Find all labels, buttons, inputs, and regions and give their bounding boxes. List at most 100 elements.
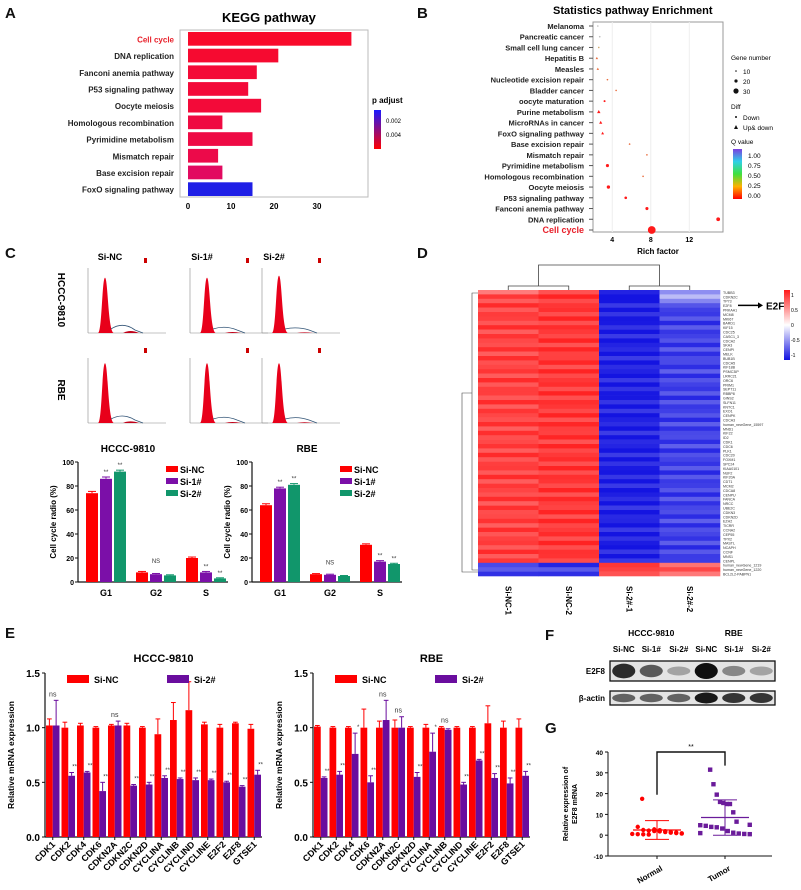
bar: [522, 775, 529, 837]
significance-label: ns: [441, 718, 449, 725]
row-label: UBE2C: [723, 507, 735, 511]
heatmap-cell: [599, 316, 660, 322]
bar: [351, 753, 359, 837]
heatmap-cell: [478, 408, 539, 414]
y-tick-label: 1.0: [294, 724, 308, 735]
category-label: Cell cycle: [137, 35, 174, 44]
significance-label: **: [392, 556, 397, 562]
panel-letter-e: E: [5, 625, 16, 642]
significance-label: **: [278, 480, 283, 486]
legend-q-tick: 0.50: [748, 173, 761, 180]
bar: [186, 558, 198, 582]
column-dendrogram: [507, 285, 570, 290]
category-label: DNA replication: [114, 52, 174, 61]
histogram-legend-icon: [144, 258, 147, 263]
heatmap-cell: [538, 554, 600, 559]
row-label: CDC25: [723, 331, 735, 335]
category-label: Mismatch repair: [113, 152, 174, 161]
row-label: PSMC3IP: [723, 370, 739, 374]
heatmap-cell: [538, 510, 600, 515]
row-label: ORC6: [723, 379, 733, 383]
heatmap-colorbar: [784, 290, 790, 360]
heatmap-cell: [659, 417, 721, 423]
bar: [114, 725, 122, 837]
data-point: [711, 782, 716, 787]
row-label: CDK1: [723, 441, 733, 445]
row-label: TICRR: [723, 524, 734, 528]
histogram-legend-icon: [318, 258, 321, 263]
heatmap-cell: [659, 364, 721, 370]
significance-label: **: [340, 763, 345, 769]
heatmap-cell: [478, 554, 539, 559]
heatmap-cell: [478, 417, 539, 423]
bar: [320, 777, 328, 837]
heatmap-cell: [478, 571, 539, 577]
heatmap-cell: [659, 422, 721, 427]
heatmap-cell: [538, 501, 600, 506]
g1-peak: [98, 363, 114, 423]
y-tick-label: 0.5: [26, 778, 40, 789]
heatmap-cell: [478, 298, 539, 304]
heatmap-cell: [538, 527, 600, 533]
data-point-triangle: [599, 120, 603, 124]
heatmap-cell: [478, 312, 539, 317]
heatmap-cell: [599, 386, 660, 392]
colorbar-tick: 0.5: [791, 308, 798, 314]
bar: [274, 488, 286, 582]
heatmap-cell: [478, 466, 539, 471]
row-label: EZH2: [723, 520, 732, 524]
bar: [145, 784, 153, 837]
heatmap-cell: [659, 461, 721, 467]
row-label: SPC24: [723, 463, 734, 467]
bar: [188, 48, 279, 63]
x-tick-label: 0: [186, 202, 191, 211]
heatmap-cell: [659, 360, 721, 366]
heatmap-cell: [659, 347, 721, 352]
heatmap-cell: [538, 325, 600, 330]
data-point: [674, 830, 679, 835]
heatmap-cell: [478, 558, 539, 564]
chart-e-hccc-bar: HCCC-9810 0.0 0.5 1.0 1.5 Relative mRNA expre…: [6, 653, 264, 875]
y-tick-label: 10: [596, 812, 604, 819]
heatmap-cell: [538, 532, 600, 537]
data-point: [605, 164, 609, 168]
heatmap-cell: [659, 514, 721, 520]
data-point: [668, 829, 673, 835]
data-point: [642, 175, 644, 178]
data-point: [615, 89, 617, 92]
data-point: [635, 831, 640, 837]
row-label: human_newGene_15597: [723, 423, 763, 427]
row-label: NCAPH: [723, 546, 736, 550]
category-label: Nucleotide excision repair: [491, 76, 584, 85]
heatmap-cell: [659, 532, 721, 537]
bar: [314, 726, 321, 837]
heatmap-cell: [659, 316, 721, 322]
heatmap-cell: [538, 562, 600, 568]
y-tick-label: 0: [244, 580, 248, 587]
legend-label: Si-2#: [354, 489, 376, 499]
row-label: CEP55: [723, 533, 734, 537]
data-point: [731, 830, 736, 835]
e2f8-label: E2F8: [766, 301, 790, 312]
bar: [367, 782, 374, 837]
colorbar-tick: -1: [791, 353, 796, 359]
lane-label: Si-NC: [695, 645, 717, 654]
heatmap-cell: [478, 422, 539, 427]
row-label: EXO1: [723, 410, 733, 414]
legend-swatch: [340, 490, 352, 496]
significance-label: **: [511, 770, 516, 776]
significance-label: **: [181, 770, 186, 776]
row-label: CDC20: [723, 454, 735, 458]
g2-peak: [225, 422, 241, 423]
significance-bracket: [656, 751, 726, 795]
heatmap-cell: [478, 430, 539, 436]
chart-e-rbe-bar: RBE 0.0 0.5 1.0 1.5 Relative mRNA expression *…: [274, 653, 532, 875]
y-tick-label: 0: [70, 580, 74, 587]
bar: [92, 727, 100, 837]
bar: [100, 478, 112, 582]
heatmap-cell: [478, 549, 539, 555]
heatmap-cell: [538, 457, 600, 462]
y-axis-label: Cell cycle radio (%): [223, 485, 232, 559]
legend-swatch: [167, 675, 189, 683]
heatmap-cell: [659, 501, 721, 506]
